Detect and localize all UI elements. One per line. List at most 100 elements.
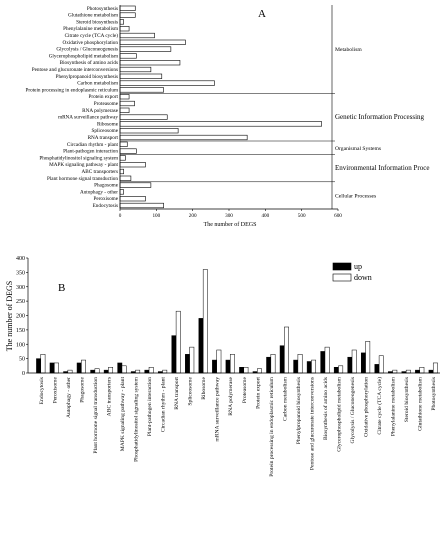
y-tick-label: 350: [16, 270, 25, 276]
category-label: Autophagy - other: [66, 377, 72, 418]
bar: [119, 168, 124, 175]
bar: [119, 12, 136, 18]
bar: [119, 175, 132, 181]
panel-b-bars: [36, 269, 438, 374]
bar-down: [432, 362, 438, 374]
category-label: Photosynthesis: [431, 377, 437, 411]
bar: [119, 87, 164, 93]
category-label: Glutathione metabolism: [418, 376, 424, 431]
bar-up: [49, 362, 55, 374]
bar: [119, 196, 146, 202]
category-label: Phenylalanine metabolism: [63, 26, 118, 32]
category-label: Endocytosis: [39, 377, 45, 404]
category-label: Ribosome: [97, 121, 119, 127]
bar-down: [257, 368, 262, 374]
bar-down: [324, 346, 330, 374]
y-tick-label: 50: [19, 357, 25, 363]
y-tick-label: 400: [16, 256, 25, 262]
category-label: Plant-pathogen interaction: [147, 377, 153, 436]
bar: [119, 39, 186, 45]
category-label: Phosphatidylinositol signaling system: [134, 376, 140, 461]
category-label: Plant hormone signal transduction: [93, 377, 99, 454]
bar-down: [351, 349, 357, 374]
category-label: Phagosome: [94, 183, 119, 189]
y-tick-label: 200: [16, 314, 25, 320]
category-label: ABC transporters: [106, 377, 112, 416]
bar-down: [148, 367, 154, 374]
x-tick-label: 600: [334, 213, 342, 219]
bar-down: [135, 369, 141, 374]
category-label: Protein export: [255, 377, 261, 409]
category-label: Peroxisome: [52, 376, 58, 403]
category-label: Glutathione metabolism: [68, 13, 118, 19]
bar: [119, 53, 137, 59]
y-tick-label: 250: [16, 299, 25, 305]
bar: [119, 107, 130, 113]
group-label: Genetic Information Processing: [335, 113, 425, 121]
category-label: Protein processing in endoplasmic reticu…: [26, 87, 119, 93]
group-label: Organismal Systems: [335, 146, 381, 152]
panel-b: B 0 50 100 150 200 250 300 350 400 Endocytosis Pe…: [5, 256, 440, 477]
bar-up: [320, 351, 326, 374]
category-label: RNA transport: [174, 377, 180, 410]
legend-swatch: [332, 262, 352, 271]
bar: [119, 46, 172, 52]
bar: [119, 73, 163, 79]
category-label: Circadian rhythm - plant: [161, 377, 167, 433]
bar-down: [392, 369, 398, 374]
category-label: Photosynthesis: [87, 6, 118, 12]
category-label: Biosynthesis of amino acids: [60, 59, 118, 66]
x-tick-label: 200: [189, 213, 197, 219]
bar-down: [378, 355, 384, 374]
bar-up: [225, 359, 231, 374]
bar-up: [293, 359, 299, 374]
legend-label: up: [354, 262, 362, 271]
group-label: Metabolism: [335, 47, 362, 53]
panel-b-category-labels: Endocytosis Peroxisome Autophagy - other Ph…: [39, 376, 437, 476]
category-label: Oxidative phosphorylation: [63, 40, 119, 46]
category-label: Steroid biosynthesis: [404, 377, 410, 422]
bar-down: [81, 359, 86, 374]
bar: [119, 66, 152, 73]
bar: [119, 202, 164, 209]
y-tick-label: 100: [16, 342, 25, 348]
bar-up: [36, 358, 42, 374]
bar-down: [202, 269, 208, 374]
category-label: Endocytosis: [93, 203, 118, 209]
bar-down: [189, 346, 195, 374]
bar-up: [185, 354, 190, 374]
category-label: Spliceosome: [91, 128, 118, 134]
category-label: Protein export: [88, 94, 118, 100]
bar-up: [90, 369, 96, 374]
bar: [119, 121, 322, 127]
category-label: Biosynthesis of amino acids: [322, 377, 329, 440]
bar: [119, 100, 135, 107]
panel-a-x-axis-label: The number of DEGS: [204, 221, 257, 228]
bar-up: [306, 361, 312, 374]
panel-a-label: A: [258, 8, 266, 20]
bar-down: [419, 367, 425, 374]
category-label: Phenylpropanoid biosynthesis: [296, 377, 302, 444]
category-label: Phenylalanine metabolism: [391, 376, 397, 436]
y-tick-label: 150: [16, 328, 25, 334]
bar-down: [405, 369, 411, 374]
bar-down: [40, 354, 46, 374]
category-label: Carbon metabolism: [282, 376, 288, 421]
bar: [119, 134, 248, 141]
category-label: ABC transporters: [82, 169, 118, 175]
category-label: Proteasome: [242, 376, 248, 403]
bar-up: [428, 369, 434, 374]
bar: [119, 26, 130, 32]
bar-up: [415, 369, 420, 374]
y-tick-label: 0: [22, 371, 25, 377]
category-label: mRNA surveillance pathway: [58, 115, 118, 121]
category-label: Spliceosome: [188, 376, 194, 405]
bar: [119, 128, 179, 134]
bar-up: [198, 318, 204, 374]
category-label: Citrate cycle (TCA cycle): [376, 377, 383, 435]
bar: [119, 155, 126, 161]
panel-a-group-labels: Metabolism Genetic Information Processing…: [120, 5, 429, 209]
group-label: Cellular Processes: [335, 193, 376, 199]
